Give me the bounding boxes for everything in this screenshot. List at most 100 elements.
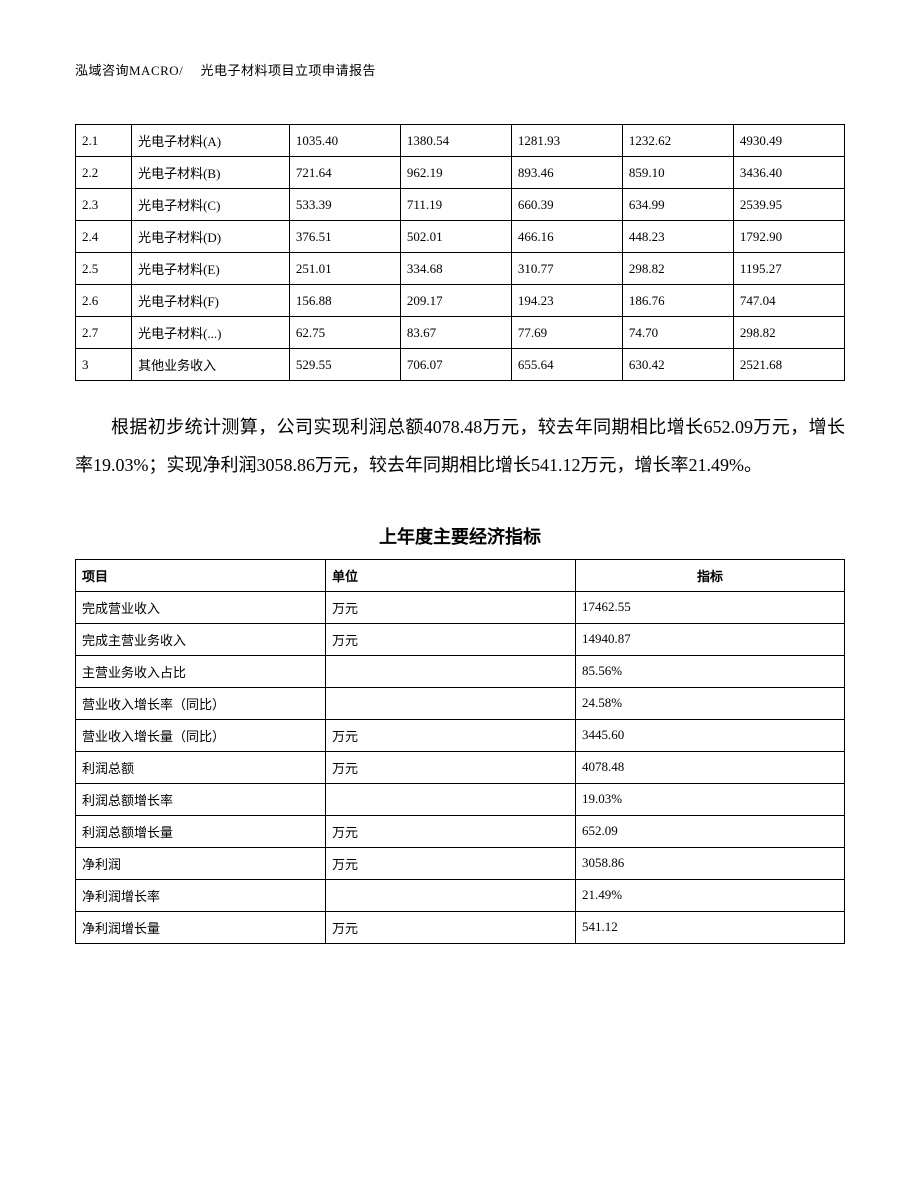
- table-row: 营业收入增长量（同比）万元3445.60: [76, 719, 845, 751]
- table-cell: 2.1: [76, 125, 132, 157]
- table-cell: 24.58%: [576, 687, 845, 719]
- table-cell: 448.23: [622, 221, 733, 253]
- table-cell: 3058.86: [576, 847, 845, 879]
- table-row: 2.4光电子材料(D)376.51502.01466.16448.231792.…: [76, 221, 845, 253]
- revenue-breakdown-table: 2.1光电子材料(A)1035.401380.541281.931232.624…: [75, 124, 845, 381]
- table-cell: 光电子材料(A): [132, 125, 290, 157]
- table-cell: 14940.87: [576, 623, 845, 655]
- table-cell: 186.76: [622, 285, 733, 317]
- table-row: 净利润增长量万元541.12: [76, 911, 845, 943]
- table-cell: 529.55: [289, 349, 400, 381]
- table2-header-item: 项目: [76, 559, 326, 591]
- table-cell: 光电子材料(C): [132, 189, 290, 221]
- table-cell: 721.64: [289, 157, 400, 189]
- table-cell: 3445.60: [576, 719, 845, 751]
- table-cell: 净利润: [76, 847, 326, 879]
- table-cell: 2.5: [76, 253, 132, 285]
- table-cell: 完成营业收入: [76, 591, 326, 623]
- table-cell: 光电子材料(F): [132, 285, 290, 317]
- table-cell: 298.82: [622, 253, 733, 285]
- table-cell: 4930.49: [733, 125, 844, 157]
- table-cell: 2.7: [76, 317, 132, 349]
- table-row: 2.7光电子材料(...)62.7583.6777.6974.70298.82: [76, 317, 845, 349]
- table-row: 2.1光电子材料(A)1035.401380.541281.931232.624…: [76, 125, 845, 157]
- table-row: 利润总额万元4078.48: [76, 751, 845, 783]
- table-row: 净利润万元3058.86: [76, 847, 845, 879]
- table-cell: 62.75: [289, 317, 400, 349]
- table-cell: 万元: [326, 911, 576, 943]
- table-cell: 533.39: [289, 189, 400, 221]
- table-cell: 光电子材料(B): [132, 157, 290, 189]
- table-cell: 652.09: [576, 815, 845, 847]
- table-cell: 859.10: [622, 157, 733, 189]
- table-cell: 298.82: [733, 317, 844, 349]
- indicators-table-title: 上年度主要经济指标: [75, 523, 845, 549]
- table-row: 利润总额增长率19.03%: [76, 783, 845, 815]
- table-cell: [326, 783, 576, 815]
- table-cell: 74.70: [622, 317, 733, 349]
- table-cell: 营业收入增长率（同比）: [76, 687, 326, 719]
- table-cell: 主营业务收入占比: [76, 655, 326, 687]
- table-cell: 万元: [326, 847, 576, 879]
- table-cell: 其他业务收入: [132, 349, 290, 381]
- table-cell: 1195.27: [733, 253, 844, 285]
- table-row: 2.3光电子材料(C)533.39711.19660.39634.992539.…: [76, 189, 845, 221]
- table-row: 净利润增长率 21.49%: [76, 879, 845, 911]
- table-row: 2.6光电子材料(F)156.88209.17194.23186.76747.0…: [76, 285, 845, 317]
- table-cell: 2.6: [76, 285, 132, 317]
- table-cell: 194.23: [511, 285, 622, 317]
- table-cell: 万元: [326, 719, 576, 751]
- table-row: 利润总额增长量万元652.09: [76, 815, 845, 847]
- table-row: 2.2光电子材料(B)721.64962.19893.46859.103436.…: [76, 157, 845, 189]
- table-cell: 2.3: [76, 189, 132, 221]
- table2-body: 完成营业收入万元17462.55完成主营业务收入万元14940.87主营业务收入…: [76, 591, 845, 943]
- table-cell: 83.67: [400, 317, 511, 349]
- table-cell: [326, 687, 576, 719]
- table-cell: 502.01: [400, 221, 511, 253]
- table-cell: 2539.95: [733, 189, 844, 221]
- table-row: 3其他业务收入529.55706.07655.64630.422521.68: [76, 349, 845, 381]
- table-cell: 1792.90: [733, 221, 844, 253]
- table-cell: [326, 879, 576, 911]
- table-cell: 334.68: [400, 253, 511, 285]
- table-cell: 光电子材料(E): [132, 253, 290, 285]
- table-cell: 630.42: [622, 349, 733, 381]
- table-cell: 光电子材料(D): [132, 221, 290, 253]
- table-cell: 2.2: [76, 157, 132, 189]
- table-row: 营业收入增长率（同比） 24.58%: [76, 687, 845, 719]
- table1-body: 2.1光电子材料(A)1035.401380.541281.931232.624…: [76, 125, 845, 381]
- table-cell: 466.16: [511, 221, 622, 253]
- table-cell: 634.99: [622, 189, 733, 221]
- table-row: 2.5光电子材料(E)251.01334.68310.77298.821195.…: [76, 253, 845, 285]
- table2-header-row: 项目 单位 指标: [76, 559, 845, 591]
- table-cell: 310.77: [511, 253, 622, 285]
- table-cell: 万元: [326, 815, 576, 847]
- summary-paragraph: 根据初步统计测算，公司实现利润总额4078.48万元，较去年同期相比增长652.…: [75, 409, 845, 485]
- table-cell: 净利润增长率: [76, 879, 326, 911]
- table-cell: 21.49%: [576, 879, 845, 911]
- table-cell: 4078.48: [576, 751, 845, 783]
- table2-header-unit: 单位: [326, 559, 576, 591]
- table-cell: 1035.40: [289, 125, 400, 157]
- table-cell: 万元: [326, 751, 576, 783]
- table-cell: 660.39: [511, 189, 622, 221]
- economic-indicators-table: 项目 单位 指标 完成营业收入万元17462.55完成主营业务收入万元14940…: [75, 559, 845, 944]
- table-cell: 251.01: [289, 253, 400, 285]
- table-row: 完成营业收入万元17462.55: [76, 591, 845, 623]
- table-cell: 1232.62: [622, 125, 733, 157]
- table-cell: 3: [76, 349, 132, 381]
- table-cell: 77.69: [511, 317, 622, 349]
- table-cell: 2521.68: [733, 349, 844, 381]
- table-cell: 利润总额增长量: [76, 815, 326, 847]
- table-cell: 3436.40: [733, 157, 844, 189]
- table-cell: 利润总额: [76, 751, 326, 783]
- table-cell: 1281.93: [511, 125, 622, 157]
- table-cell: 17462.55: [576, 591, 845, 623]
- table-cell: 706.07: [400, 349, 511, 381]
- table-cell: 376.51: [289, 221, 400, 253]
- table-cell: 962.19: [400, 157, 511, 189]
- table-cell: 万元: [326, 591, 576, 623]
- page-header: 泓域咨询MACRO/ 光电子材料项目立项申请报告: [75, 60, 845, 79]
- table-cell: 541.12: [576, 911, 845, 943]
- table-row: 完成主营业务收入万元14940.87: [76, 623, 845, 655]
